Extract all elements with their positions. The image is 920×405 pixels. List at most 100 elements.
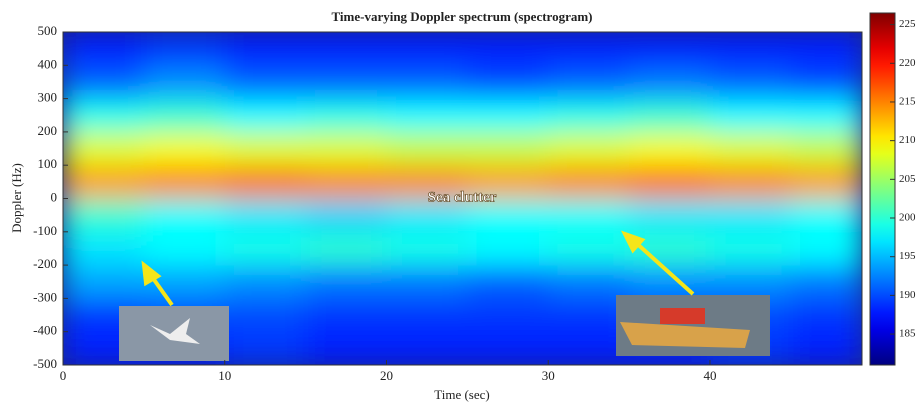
heatmap-cell <box>548 265 630 299</box>
heatmap-cell <box>709 131 792 166</box>
heatmap-cell <box>143 131 226 166</box>
heatmap-cell <box>386 131 468 166</box>
y-tick-label: -400 <box>33 323 57 338</box>
y-tick-label: 0 <box>51 189 58 204</box>
heatmap-cell <box>224 131 307 166</box>
heatmap-cell <box>63 231 145 266</box>
heatmap-cell <box>143 231 226 266</box>
heatmap-cell <box>224 32 307 66</box>
heatmap-cell <box>305 131 387 166</box>
y-tick-label: 300 <box>38 90 58 105</box>
heatmap-cell <box>467 165 549 199</box>
heatmap-cell <box>709 65 792 100</box>
heatmap-cell <box>143 165 226 199</box>
y-tick-label: -200 <box>33 256 57 271</box>
heatmap-cell <box>709 32 792 66</box>
arrows <box>141 230 695 307</box>
colorbar <box>869 12 896 366</box>
heatmap-cell <box>548 165 630 199</box>
colorbar-tick-label: 220 <box>899 57 916 69</box>
heatmap-cell <box>467 198 549 233</box>
heatmap-cell <box>548 231 630 266</box>
heatmap-cell <box>305 231 387 266</box>
heatmap-cell <box>790 165 862 199</box>
heatmap-cell <box>790 231 862 266</box>
heatmap-cell <box>143 98 226 133</box>
heatmap-cell <box>224 98 307 133</box>
heatmap-cell <box>224 265 307 299</box>
annotation: Sea clutter <box>428 189 497 205</box>
heatmap-cell <box>386 165 468 199</box>
colorbar-tick-label: 225 <box>899 18 916 30</box>
heatmap-cell <box>548 131 630 166</box>
heatmap-cell <box>63 265 145 299</box>
heatmap-cell <box>305 165 387 199</box>
heatmap-cell <box>629 32 711 66</box>
heatmap-cell <box>305 32 387 66</box>
plot-area <box>63 32 862 365</box>
heatmap-cell <box>709 265 792 299</box>
x-tick-label: 0 <box>60 368 67 383</box>
bird-shape <box>150 318 200 344</box>
x-axis-label: Time (sec) <box>434 387 490 402</box>
x-tick-label: 30 <box>542 368 555 383</box>
heatmap-cell <box>790 298 862 333</box>
colorbar-tick-label: 190 <box>899 289 916 301</box>
heatmap-cell <box>467 231 549 266</box>
arrow-head <box>141 260 162 287</box>
heatmap-cell <box>305 265 387 299</box>
heatmap-cell <box>629 265 711 299</box>
heatmap-cell <box>386 65 468 100</box>
heatmap-cell <box>386 231 468 266</box>
heatmap-cell <box>224 198 307 233</box>
y-axis-label: Doppler (Hz) <box>9 163 24 233</box>
heatmap-cell <box>63 32 145 66</box>
heatmap-cell <box>467 298 549 333</box>
heatmap-cell <box>548 32 630 66</box>
y-tick-label: 500 <box>38 23 58 38</box>
heatmap-cell <box>305 298 387 333</box>
heatmap-cell <box>790 65 862 100</box>
heatmap-cell <box>63 131 145 166</box>
colorbar-tick-label: 200 <box>899 212 916 224</box>
heatmap-cell <box>467 131 549 166</box>
colorbar-tick-label: 215 <box>899 95 916 107</box>
heatmap-cell <box>386 98 468 133</box>
heatmap-cell <box>143 32 226 66</box>
heatmap-cell <box>629 65 711 100</box>
heatmap <box>63 32 862 365</box>
photos <box>119 295 770 361</box>
heatmap-cell <box>305 331 387 365</box>
heatmap-cell <box>386 198 468 233</box>
colorbar-tick-label: 185 <box>899 328 916 340</box>
heatmap-cell <box>629 131 711 166</box>
x-tick-label: 40 <box>703 368 716 383</box>
heatmap-cell <box>224 65 307 100</box>
heatmap-cell <box>63 165 145 199</box>
heatmap-cell <box>63 198 145 233</box>
heatmap-cell <box>548 198 630 233</box>
heatmap-cell <box>467 98 549 133</box>
heatmap-cell <box>790 265 862 299</box>
heatmap-cell <box>709 98 792 133</box>
chart-title: Time-varying Doppler spectrum (spectrogr… <box>331 9 592 24</box>
heatmap-cell <box>386 331 468 365</box>
y-tick-label: 100 <box>38 156 58 171</box>
heatmap-cell <box>629 165 711 199</box>
arrow <box>632 239 695 296</box>
colorbar-tick-label: 195 <box>899 250 916 262</box>
heatmap-cell <box>790 98 862 133</box>
y-tick-label: -500 <box>33 356 57 371</box>
heatmap-cell <box>467 331 549 365</box>
heatmap-cell <box>143 198 226 233</box>
heatmap-cell <box>305 98 387 133</box>
boat-crew <box>660 308 705 324</box>
heatmap-cell <box>386 265 468 299</box>
heatmap-cell <box>386 32 468 66</box>
heatmap-cell <box>709 165 792 199</box>
heatmap-cell <box>224 165 307 199</box>
x-tick-label: 20 <box>380 368 393 383</box>
heatmap-cell <box>709 198 792 233</box>
heatmap-cell <box>305 198 387 233</box>
